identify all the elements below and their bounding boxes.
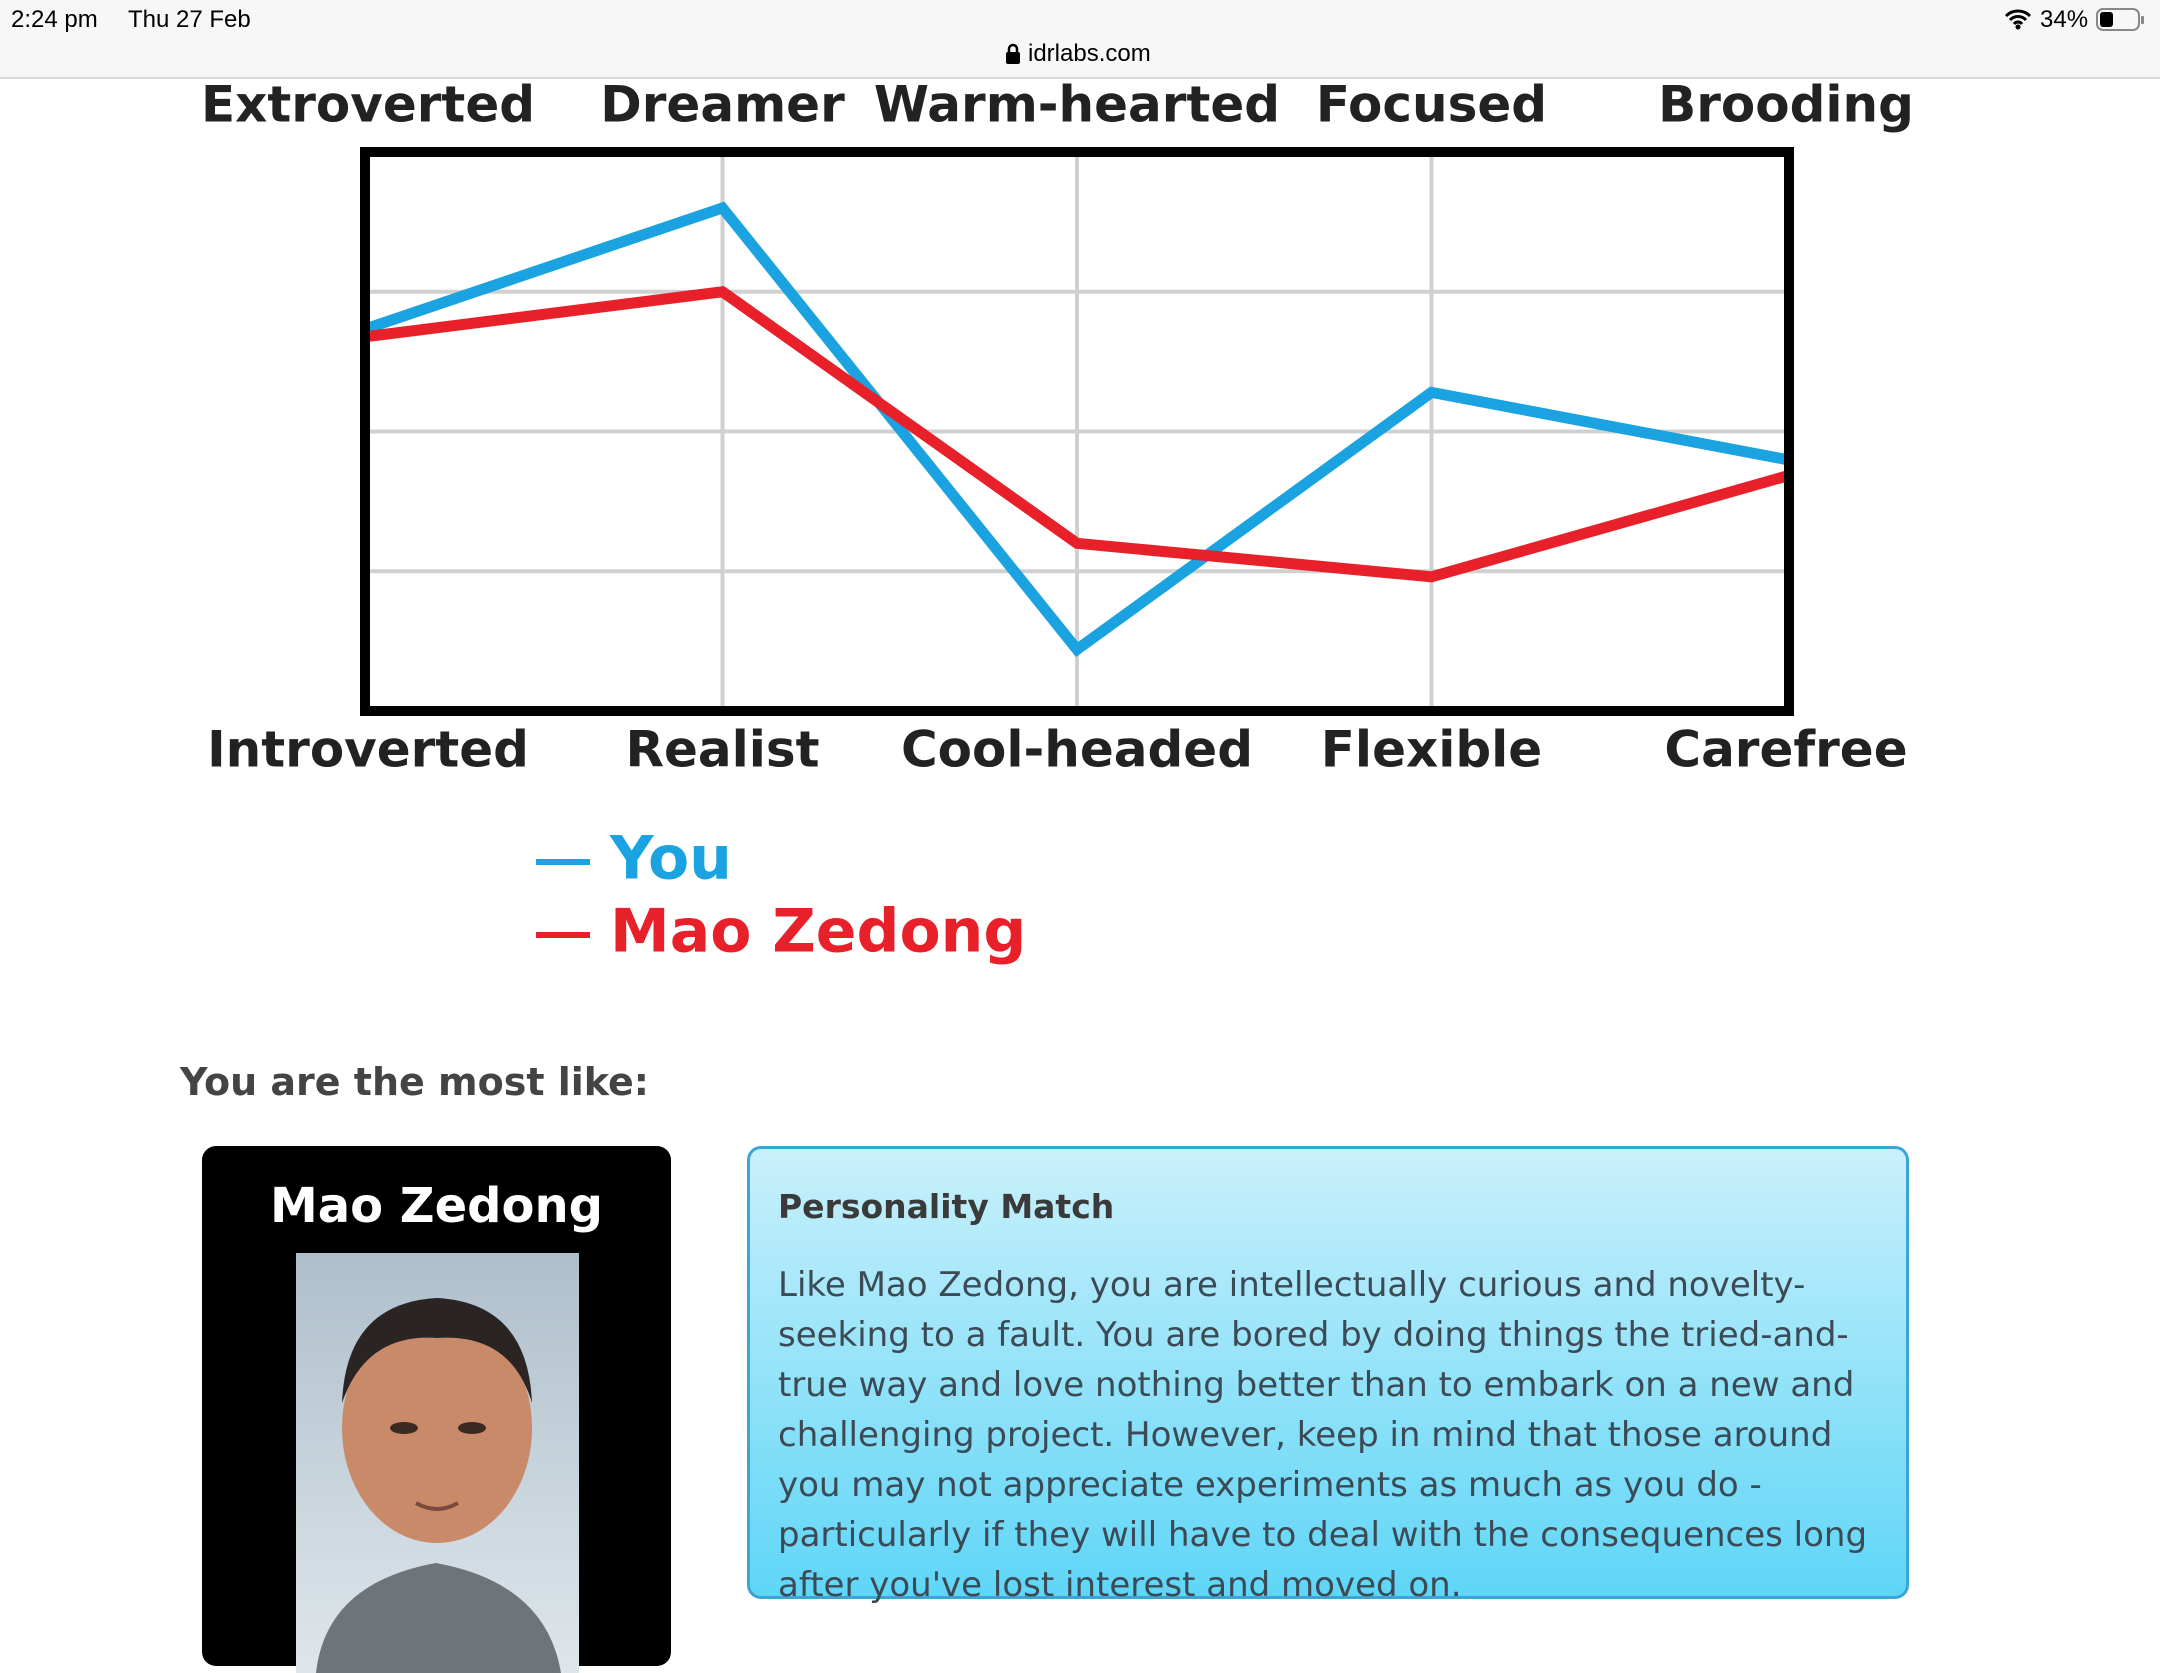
info-text: Like Mao Zedong, you are intellectually … — [778, 1265, 1868, 1605]
chart: Extroverted Introverted Dreamer Realist Warm… — [201, 76, 1914, 967]
legend-label: You — [609, 824, 732, 894]
series-line — [367, 286, 1788, 583]
plot-frame — [360, 147, 1794, 716]
x-tick-label-top: Warm-hearted — [874, 76, 1280, 134]
x-tick-label-bottom: Introverted — [207, 721, 529, 779]
person-card[interactable]: Mao Zedong — [202, 1146, 671, 1673]
x-tick-label-top: Dreamer — [600, 76, 845, 134]
series-line — [366, 201, 1788, 658]
info-box: Personality Match Like Mao Zedong, you a… — [747, 1146, 1909, 1605]
x-tick-label-bottom: Carefree — [1664, 721, 1907, 779]
wifi-icon — [2004, 9, 2032, 30]
date: Thu 27 Feb — [128, 6, 251, 33]
url[interactable]: idrlabs.com — [1028, 40, 1151, 67]
status-bar: 2:24 pm Thu 27 Feb idrlabs.com 34% — [0, 0, 2160, 79]
lock-icon — [1006, 43, 1020, 64]
x-tick-label-bottom: Flexible — [1321, 721, 1542, 779]
x-tick-label-bottom: Cool-headed — [901, 721, 1253, 779]
match-heading: You are the most like: — [180, 1060, 650, 1104]
card-name: Mao Zedong — [269, 1178, 604, 1234]
x-tick-label-top: Focused — [1316, 76, 1547, 134]
x-tick-label-bottom: Realist — [625, 721, 819, 779]
legend-label: Mao Zedong — [610, 897, 1026, 967]
battery-percent: 34% — [2040, 6, 2089, 33]
info-title: Personality Match — [778, 1187, 1115, 1226]
x-tick-label-top: Brooding — [1658, 76, 1914, 134]
x-tick-label-top: Extroverted — [201, 76, 535, 134]
battery-icon — [2096, 8, 2144, 31]
time: 2:24 pm — [11, 6, 98, 33]
portrait — [296, 1253, 579, 1673]
